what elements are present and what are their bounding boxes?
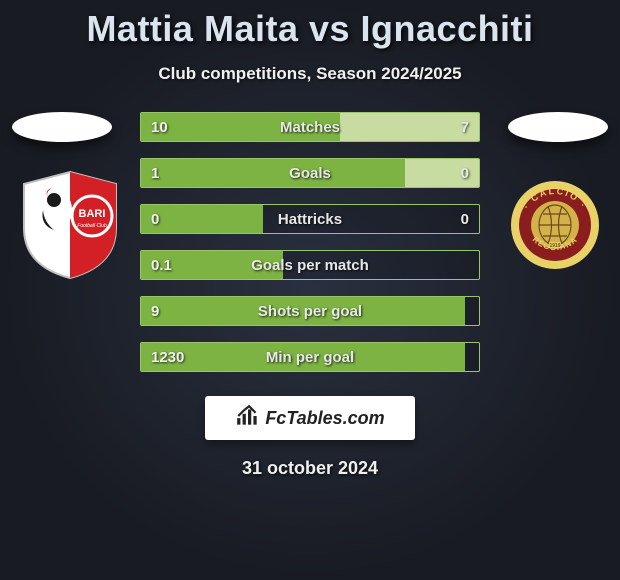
stat-bars: Matches107Goals10Hattricks00Goals per ma…	[140, 112, 480, 388]
stat-value-left: 1	[151, 159, 159, 188]
stat-label: Matches	[141, 113, 479, 142]
stat-label: Goals per match	[141, 251, 479, 280]
stat-row: Goals1 0	[140, 158, 480, 188]
stat-value-right: 7	[461, 113, 469, 142]
stat-value-left: 1230	[151, 343, 184, 372]
bari-crest: BARI Football Club	[20, 170, 120, 280]
stat-row: Hattricks0 0	[140, 204, 480, 234]
stat-label: Shots per goal	[141, 297, 479, 326]
stat-row: Matches10 7	[140, 112, 480, 142]
stat-value-right: 0	[461, 205, 469, 234]
stat-value-right: 0	[461, 159, 469, 188]
stat-label: Min per goal	[141, 343, 479, 372]
svg-text:1919: 1919	[549, 243, 560, 249]
stat-row: Min per goal1230	[140, 342, 480, 372]
brand-text: FcTables.com	[265, 408, 384, 429]
stat-label: Hattricks	[141, 205, 479, 234]
reggiana-crest: · CALCIO · REGGIANA 1919	[510, 180, 600, 270]
date-text: 31 october 2024	[0, 458, 620, 479]
page-title: Mattia Maita vs Ignacchiti	[0, 0, 620, 50]
chart-icon	[235, 403, 261, 434]
stat-row: Goals per match0.1	[140, 250, 480, 280]
stat-value-left: 9	[151, 297, 159, 326]
svg-text:Football Club: Football Club	[77, 223, 107, 229]
stat-label: Goals	[141, 159, 479, 188]
stat-value-left: 0	[151, 205, 159, 234]
svg-text:BARI: BARI	[79, 208, 106, 220]
flag-right	[508, 112, 608, 142]
stat-value-left: 0.1	[151, 251, 172, 280]
subtitle: Club competitions, Season 2024/2025	[0, 64, 620, 84]
stat-row: Shots per goal9	[140, 296, 480, 326]
stat-value-left: 10	[151, 113, 168, 142]
brand-badge: FcTables.com	[205, 396, 415, 440]
flag-left	[12, 112, 112, 142]
